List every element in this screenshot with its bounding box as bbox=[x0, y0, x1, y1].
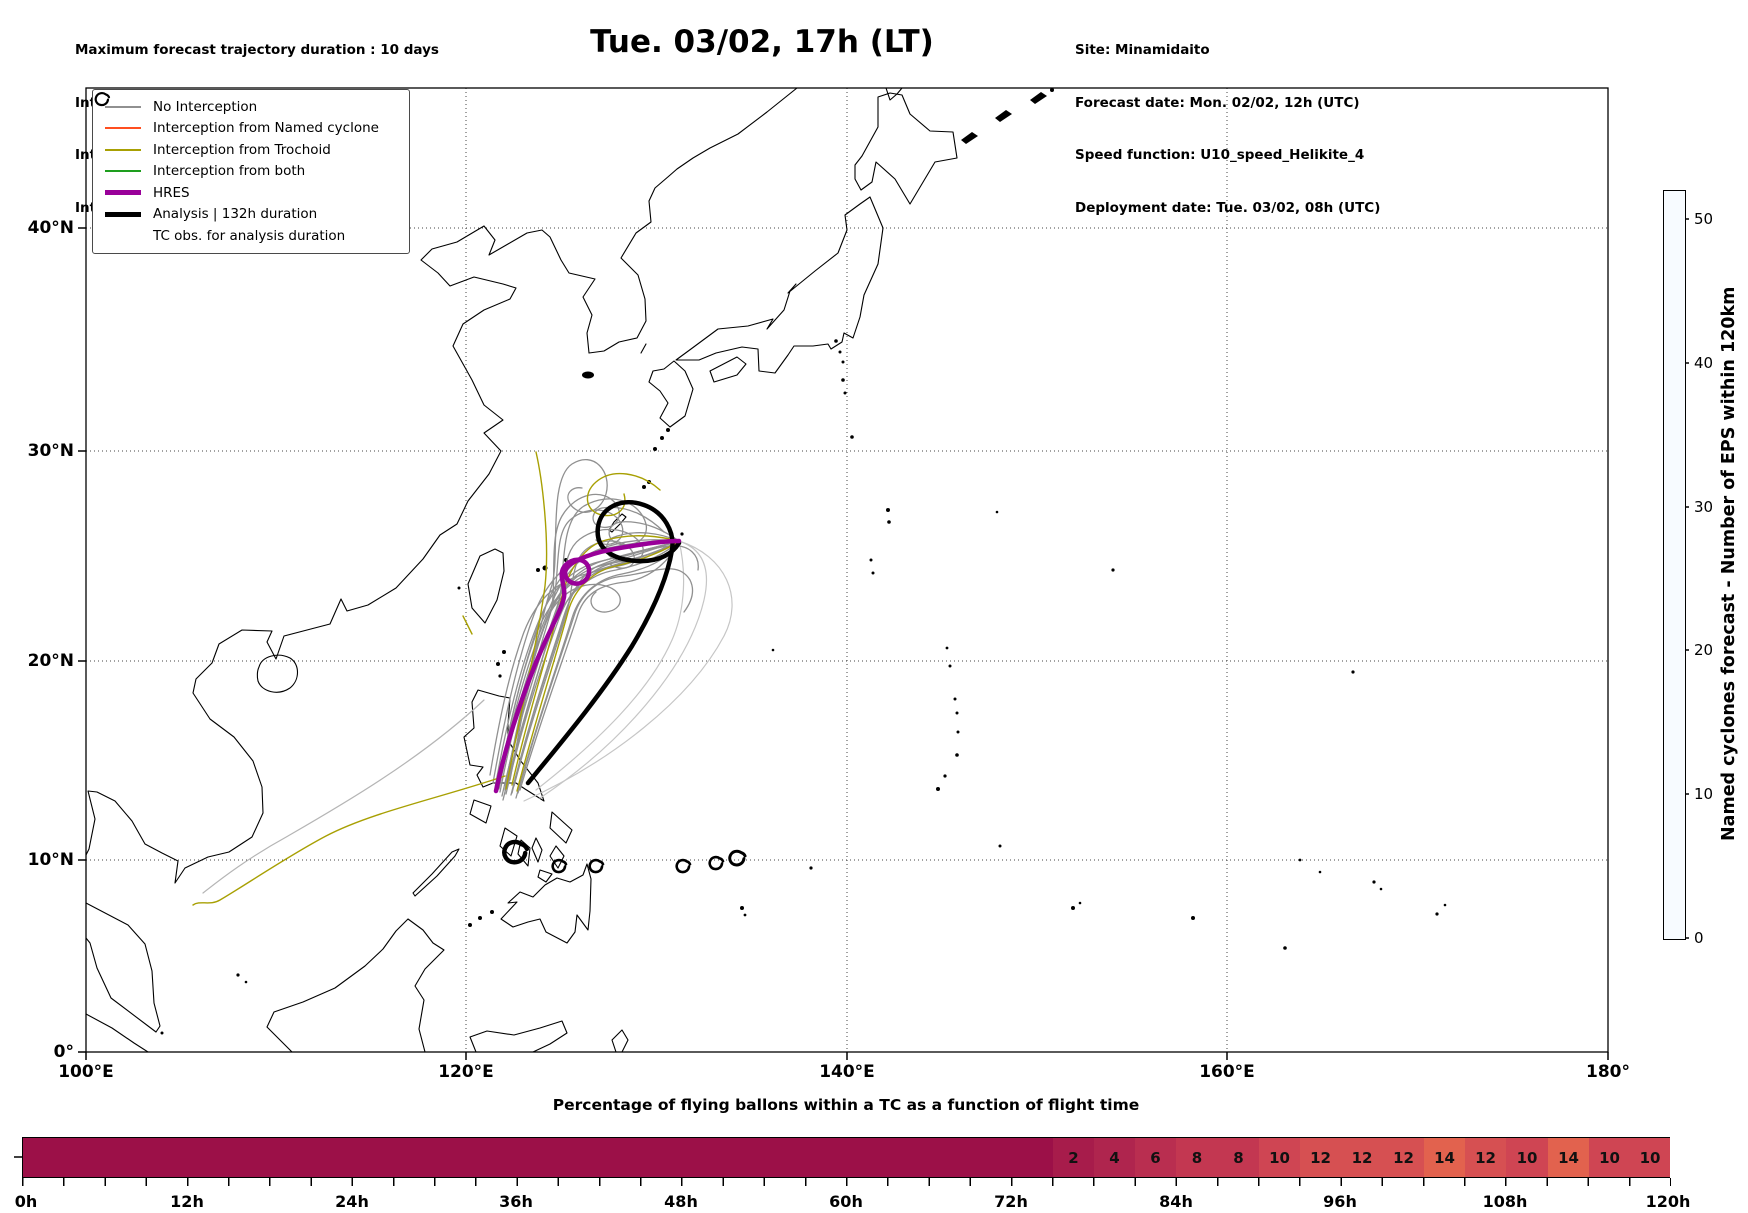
y-tick-10N: 10°N bbox=[27, 850, 74, 870]
time-label-120h: 120h bbox=[1645, 1192, 1691, 1211]
orange-line-icon bbox=[105, 127, 141, 130]
speed-function-text: Speed function: U10_speed_Helikite_4 bbox=[1075, 147, 1365, 163]
flight-cell: 10 bbox=[1259, 1138, 1300, 1177]
legend-label: Interception from Trochoid bbox=[153, 141, 331, 158]
forecast-date-text: Forecast date: Mon. 02/02, 12h (UTC) bbox=[1075, 94, 1360, 111]
legend-swatch-line bbox=[105, 105, 141, 108]
legend-label: Analysis | 132h duration bbox=[153, 206, 318, 223]
time-label-12h: 12h bbox=[170, 1192, 204, 1211]
header-right-block: Site: Minamidaito Forecast date: Mon. 02… bbox=[1075, 7, 1380, 252]
x-tick-160E: 160°E bbox=[1199, 1062, 1255, 1082]
trajectory-hres bbox=[493, 538, 682, 794]
axis-ticks bbox=[14, 218, 1689, 1158]
flight-cell: 14 bbox=[1424, 1138, 1465, 1177]
y-tick-0: 0° bbox=[53, 1042, 74, 1062]
tc-cyclone-icon bbox=[675, 858, 692, 874]
tc-cyclone-icon bbox=[708, 855, 725, 871]
flight-cell: 6 bbox=[1135, 1138, 1176, 1177]
time-label-24h: 24h bbox=[335, 1192, 369, 1211]
trajectory-no-interception-light bbox=[523, 540, 733, 802]
x-tick-100E: 100°E bbox=[58, 1062, 114, 1082]
colorbar-label: Named cyclones forecast - Number of EPS … bbox=[1719, 286, 1739, 842]
time-label-36h: 36h bbox=[499, 1192, 533, 1211]
time-label-108h: 108h bbox=[1482, 1192, 1528, 1211]
legend-label: TC obs. for analysis duration bbox=[153, 227, 346, 244]
deployment-date-text: Deployment date: Tue. 03/02, 08h (UTC) bbox=[1075, 199, 1381, 216]
gray-line-icon bbox=[105, 105, 141, 108]
flight-cell: 12 bbox=[1383, 1138, 1424, 1177]
flight-cell: 4 bbox=[1094, 1138, 1135, 1177]
colorbar-tick-0: 0 bbox=[1694, 929, 1704, 947]
colorbar-tick-50: 50 bbox=[1694, 210, 1714, 228]
legend-swatch-line bbox=[105, 170, 141, 173]
legend-swatch-line bbox=[105, 127, 141, 130]
tc-cyclone-icon bbox=[588, 858, 605, 874]
max-duration-text: Maximum forecast trajectory duration : 1… bbox=[75, 42, 439, 58]
flight-cell: 12 bbox=[1465, 1138, 1506, 1177]
flight-bar-ticks bbox=[22, 1178, 1671, 1186]
time-label-96h: 96h bbox=[1323, 1192, 1357, 1211]
flight-cell: 12 bbox=[1341, 1138, 1383, 1177]
legend-item: Interception from Trochoid bbox=[99, 139, 401, 161]
legend-item: Interception from Named cyclone bbox=[99, 118, 401, 140]
tc-cyclone-icon bbox=[504, 842, 527, 862]
colorbar-tick-40: 40 bbox=[1694, 354, 1714, 372]
time-label-84h: 84h bbox=[1159, 1192, 1193, 1211]
y-tick-40N: 40°N bbox=[27, 218, 74, 238]
flight-cell: 14 bbox=[1548, 1138, 1589, 1177]
flight-cell: 8 bbox=[1176, 1138, 1218, 1177]
flight-cell: 2 bbox=[1053, 1138, 1094, 1177]
time-label-72h: 72h bbox=[994, 1192, 1028, 1211]
x-tick-120E: 120°E bbox=[438, 1062, 494, 1082]
flight-cell: 10 bbox=[1630, 1138, 1670, 1177]
x-tick-140E: 140°E bbox=[819, 1062, 875, 1082]
legend-label: Interception from Named cyclone bbox=[153, 120, 379, 137]
trajectory-no-interception bbox=[489, 458, 699, 801]
colorbar-tick-30: 30 bbox=[1694, 498, 1714, 516]
trajectories bbox=[192, 451, 747, 906]
trajectory-trochoid bbox=[192, 451, 680, 906]
time-label-0h: 0h bbox=[14, 1192, 38, 1211]
site-text: Site: Minamidaito bbox=[1075, 42, 1210, 58]
coastlines bbox=[86, 88, 1447, 1052]
flight-cell: 10 bbox=[1589, 1138, 1630, 1177]
map-legend: No Interception Interception from Named … bbox=[92, 89, 410, 254]
tc-cyclone-icon bbox=[728, 849, 747, 867]
legend-swatch-line bbox=[105, 190, 141, 196]
green-line-icon bbox=[105, 170, 141, 173]
colorbar bbox=[1663, 190, 1686, 940]
colorbar-tick-10: 10 bbox=[1694, 785, 1714, 803]
page-title: Tue. 03/02, 17h (LT) bbox=[590, 24, 934, 60]
legend-item: Analysis | 132h duration bbox=[99, 204, 401, 226]
x-tick-180: 180° bbox=[1586, 1062, 1630, 1082]
legend-item: Interception from both bbox=[99, 161, 401, 183]
black-line-icon bbox=[105, 211, 141, 217]
y-tick-30N: 30°N bbox=[27, 441, 74, 461]
legend-item: HRES bbox=[99, 182, 401, 204]
trajectory-analysis bbox=[525, 500, 682, 786]
time-label-48h: 48h bbox=[664, 1192, 698, 1211]
legend-item: TC obs. for analysis duration bbox=[94, 92, 401, 247]
legend-swatch-line bbox=[105, 148, 141, 151]
time-label-60h: 60h bbox=[829, 1192, 863, 1211]
trajectory-no-interception-long-sw bbox=[202, 699, 485, 894]
y-tick-20N: 20°N bbox=[27, 651, 74, 671]
flight-cell: 8 bbox=[1218, 1138, 1259, 1177]
legend-swatch-line bbox=[105, 211, 141, 217]
colorbar-tick-20: 20 bbox=[1694, 641, 1714, 659]
legend-label: No Interception bbox=[153, 98, 258, 115]
purple-line-icon bbox=[105, 190, 141, 196]
flight-bar: 2 4 6 8 8 10 12 12 12 14 12 10 14 10 10 bbox=[22, 1137, 1670, 1178]
legend-label: HRES bbox=[153, 184, 190, 201]
flight-cell: 12 bbox=[1300, 1138, 1341, 1177]
flight-bar-title: Percentage of flying ballons within a TC… bbox=[552, 1096, 1140, 1114]
olive-line-icon bbox=[105, 148, 141, 151]
legend-label: Interception from both bbox=[153, 163, 306, 180]
legend-item: No Interception bbox=[99, 96, 401, 118]
flight-cell: 10 bbox=[1506, 1138, 1548, 1177]
